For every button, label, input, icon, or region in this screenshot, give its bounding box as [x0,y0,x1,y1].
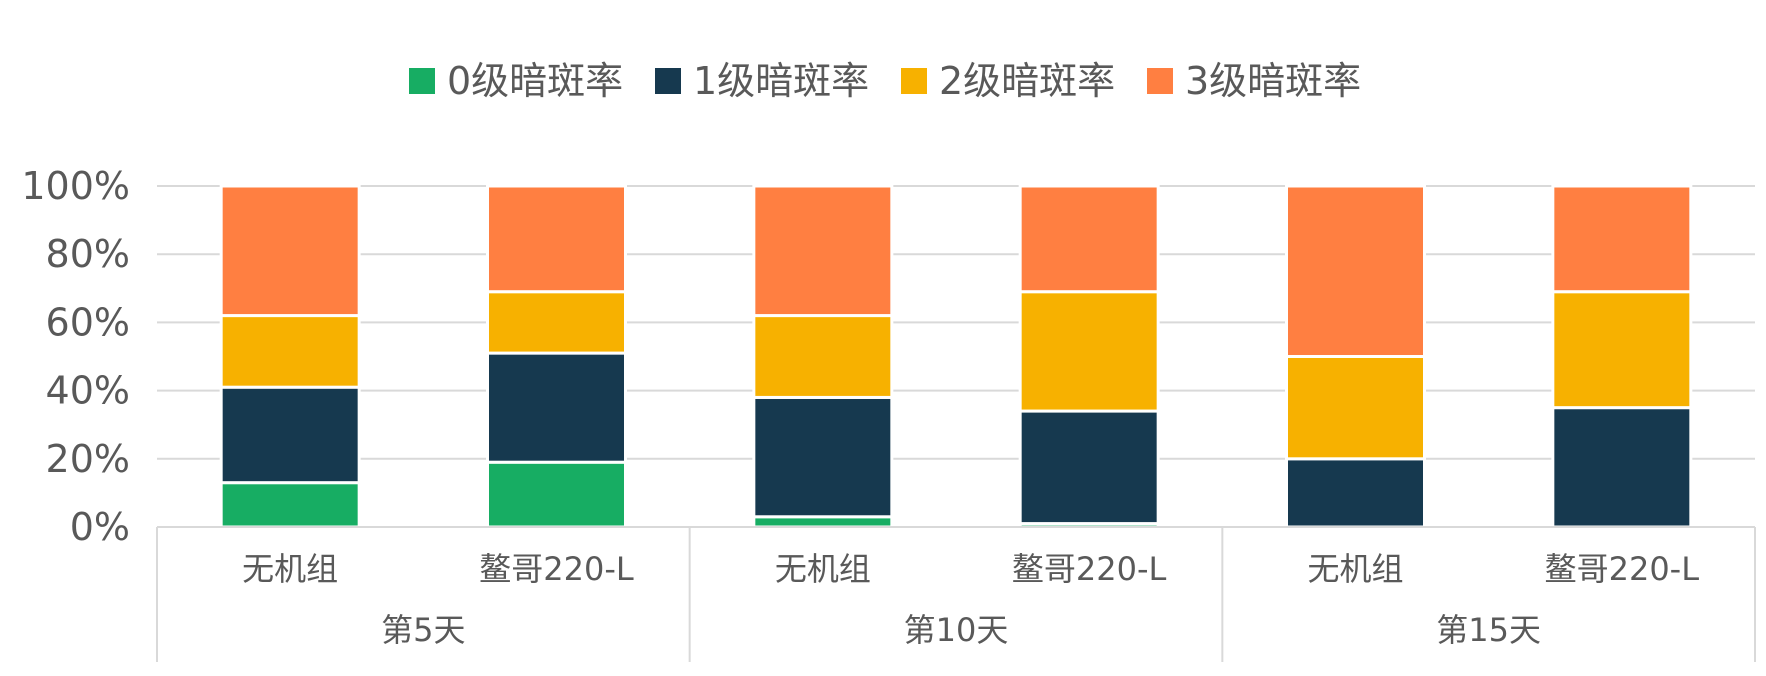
bar-segment-1-0 [219,385,361,485]
legend-swatch [1147,68,1173,94]
bar-segment-3-5 [1551,184,1693,294]
y-tick-label: 0% [70,505,130,549]
bar-segment-2-4 [1285,355,1426,461]
bars [219,184,1693,529]
legend-swatch [901,68,927,94]
x-category-label: 鳌哥220-L [1012,550,1167,588]
y-tick-label: 40% [46,369,130,413]
bar-segment-3-0 [219,184,361,318]
bar-segment-2-1 [486,290,627,355]
bar-segment-2-0 [219,314,361,389]
bar-segment-1-4 [1285,457,1426,529]
bar-segment-2-2 [752,314,894,399]
bar-segment-1-2 [752,395,894,519]
legend-label: 1级暗斑率 [693,59,869,103]
bar-segment-1-3 [1018,409,1160,526]
bar-segment-0-1 [486,460,627,529]
bar-segment-3-1 [486,184,627,294]
bar-segment-2-5 [1551,290,1693,410]
legend: 0级暗斑率 1级暗斑率 2级暗斑率 3级暗斑率 [409,59,1361,103]
bar-segment-3-3 [1018,184,1160,294]
x-group-label: 第10天 [904,611,1009,649]
legend-label: 0级暗斑率 [447,59,623,103]
legend-swatch [655,68,681,94]
gridlines [157,185,1755,460]
y-axis-ticks: 0% 20% 40% 60% 80% 100% [21,164,130,549]
bar-segment-2-3 [1018,290,1160,413]
bar-segment-1-5 [1551,406,1693,529]
x-category-label: 无机组 [775,550,871,588]
bar-segment-0-0 [219,481,361,529]
x-group-label: 第5天 [381,611,465,649]
x-axis: 无机组 鳌哥220-L 无机组 鳌哥220-L 无机组 鳌哥220-L 第5天 第10天 第15… [156,526,1756,662]
y-tick-label: 100% [21,164,130,208]
x-group-label: 第15天 [1436,611,1541,649]
bar-segment-3-2 [752,184,894,318]
y-tick-label: 80% [46,232,130,276]
bar-segment-0-2 [752,515,894,529]
bar-segment-1-1 [486,351,627,464]
x-category-label: 鳌哥220-L [479,550,634,588]
bar-segment-3-4 [1285,184,1426,358]
legend-label: 2级暗斑率 [939,59,1115,103]
x-category-label: 无机组 [242,550,338,588]
legend-label: 3级暗斑率 [1185,59,1361,103]
y-tick-label: 60% [46,300,130,344]
legend-swatch [409,68,435,94]
x-category-label: 无机组 [1307,550,1403,588]
x-category-label: 鳌哥220-L [1545,550,1700,588]
y-tick-label: 20% [46,437,130,481]
